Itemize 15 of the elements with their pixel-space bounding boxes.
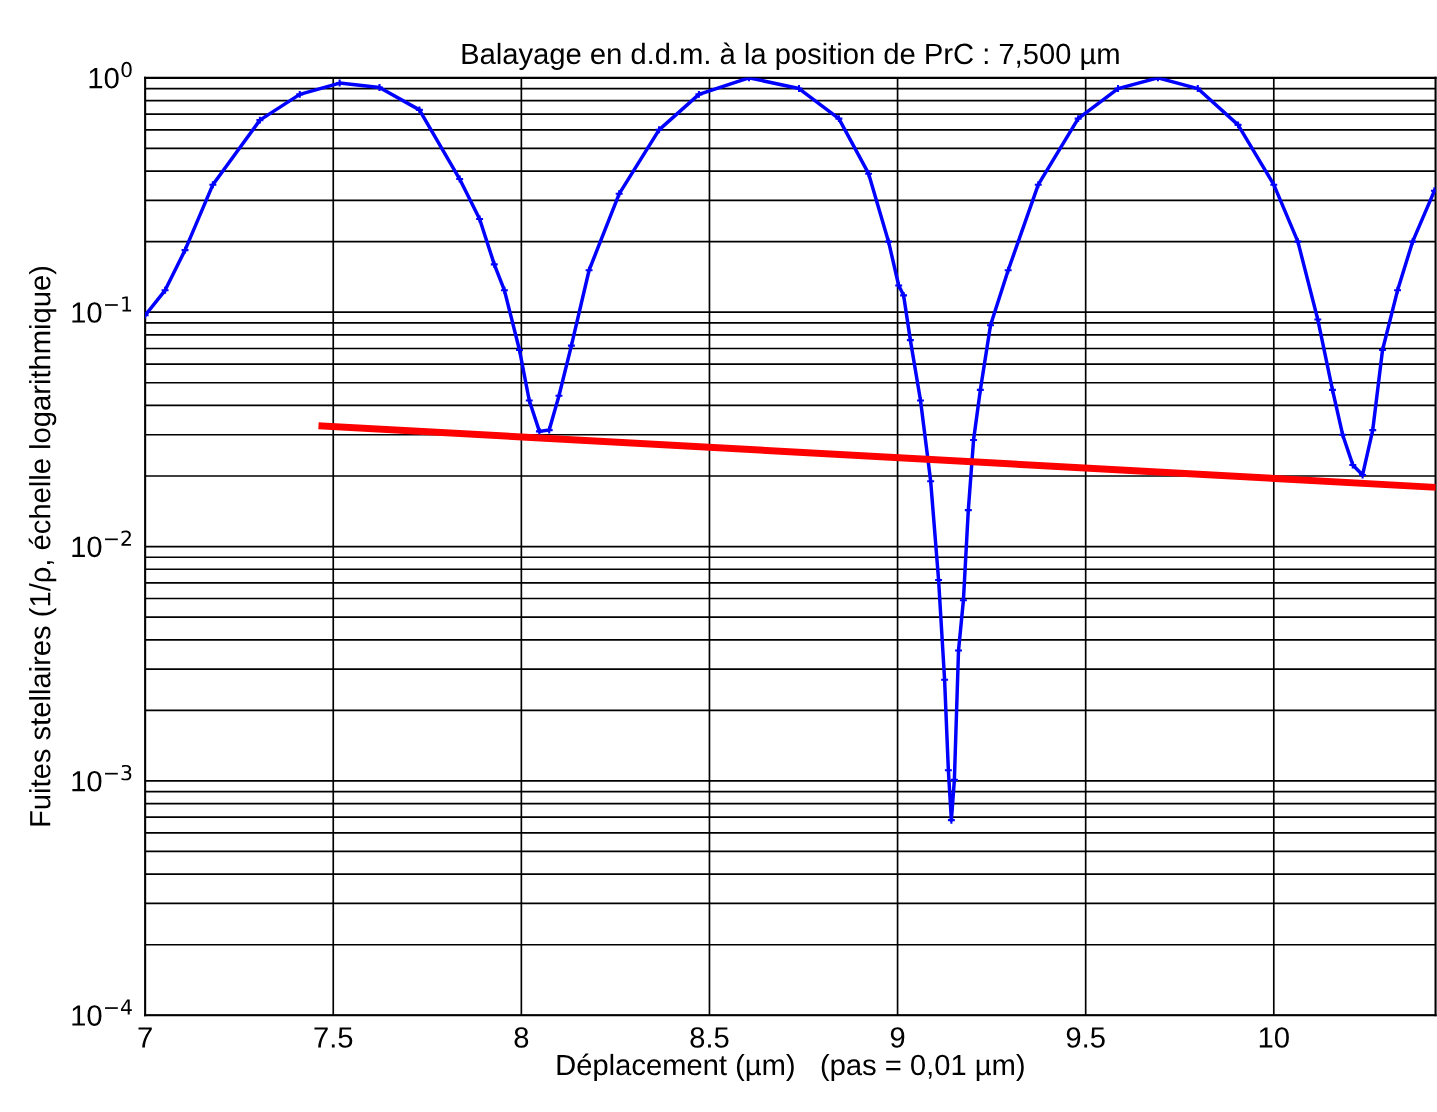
y-tick-label: 10$^{−2}$ bbox=[72, 530, 131, 558]
y-tick-label: 10$^{−3}$ bbox=[72, 764, 132, 792]
x-axis-title: Déplacement (µm) (pas = 0,01 µm) bbox=[557, 1053, 1024, 1082]
x-tick-label: 9.5 bbox=[1066, 1027, 1105, 1048]
y-tick-label: 10$^{−1}$ bbox=[72, 296, 132, 323]
x-tick-label: 8 bbox=[514, 1027, 529, 1048]
x-tick-label: 7.5 bbox=[314, 1027, 353, 1048]
x-tick-label: 10 bbox=[1259, 1027, 1289, 1048]
x-tick-label: 7 bbox=[138, 1027, 152, 1048]
y-tick-label: 10$^{0}$ bbox=[89, 61, 132, 89]
chart-title: Balayage en d.d.m. à la position de PrC : 7,500 µm bbox=[462, 42, 1119, 70]
y-axis-title: Fuites stellaires (1/ρ, échelle logarithmique) bbox=[28, 266, 57, 826]
y-tick-label: 10$^{−4}$ bbox=[72, 999, 132, 1026]
x-tick-label: 8.5 bbox=[690, 1027, 729, 1048]
x-tick-label: 9 bbox=[890, 1027, 905, 1048]
